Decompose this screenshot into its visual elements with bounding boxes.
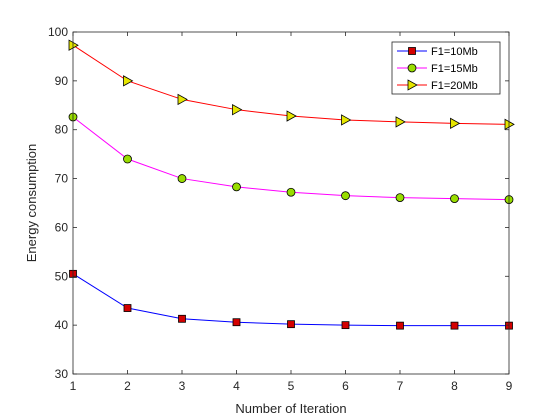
y-tick-label: 50 <box>55 269 69 283</box>
series-3 <box>68 39 515 131</box>
data-point <box>232 182 241 192</box>
legend-item: F1=10Mb <box>397 46 478 58</box>
x-tick-label: 2 <box>124 379 131 393</box>
legend-marker <box>407 63 417 73</box>
data-point <box>450 117 461 130</box>
y-tick-label: 100 <box>48 25 68 39</box>
x-axis-title: Number of Iteration <box>235 401 346 416</box>
data-point <box>232 318 241 327</box>
data-point <box>286 187 296 197</box>
y-tick-label: 60 <box>55 220 69 234</box>
data-point <box>395 193 405 203</box>
data-point <box>123 304 132 312</box>
data-point <box>341 191 350 201</box>
data-point <box>232 104 243 116</box>
x-tick-label: 6 <box>342 379 349 393</box>
data-point <box>177 93 188 106</box>
data-point <box>123 154 132 164</box>
data-point <box>123 75 134 87</box>
x-tick-label: 9 <box>506 379 513 393</box>
data-point <box>396 321 404 330</box>
x-tick-label: 8 <box>451 379 458 393</box>
x-tick-label: 1 <box>70 379 77 393</box>
legend-item: F1=15Mb <box>397 63 478 75</box>
legend-label: F1=20Mb <box>431 80 478 92</box>
data-point <box>341 114 352 126</box>
y-tick-label: 70 <box>55 172 69 186</box>
y-tick-label: 90 <box>55 74 69 88</box>
legend-label: F1=15Mb <box>431 63 478 75</box>
axes-layer: 1 2 3 4 5 6 7 8 9 30 40 50 60 70 80 90 100 <box>48 25 513 393</box>
data-point <box>286 110 297 122</box>
y-axis-title: Energy consumption <box>24 144 39 263</box>
legend: F1=10Mb F1=15Mb F1=20Mb <box>391 41 501 95</box>
y-tick-label: 80 <box>55 123 69 137</box>
data-point <box>450 194 459 204</box>
data-point <box>177 174 187 183</box>
data-point <box>395 116 406 128</box>
x-tick-label: 5 <box>288 379 295 393</box>
legend-marker <box>408 47 416 55</box>
data-point <box>341 321 350 330</box>
x-tick-label: 7 <box>397 379 404 393</box>
y-tick-label: 40 <box>55 318 69 332</box>
legend-item: F1=20Mb <box>397 79 478 92</box>
legend-marker <box>407 79 418 91</box>
y-tick-label: 30 <box>55 367 69 381</box>
legend-label: F1=10Mb <box>431 46 478 58</box>
data-point <box>450 321 459 330</box>
data-point <box>287 320 295 329</box>
x-tick-label: 4 <box>233 379 240 393</box>
data-point <box>178 314 186 323</box>
data-point <box>504 118 515 131</box>
x-tick-label: 3 <box>179 379 186 393</box>
data-point <box>68 39 79 51</box>
